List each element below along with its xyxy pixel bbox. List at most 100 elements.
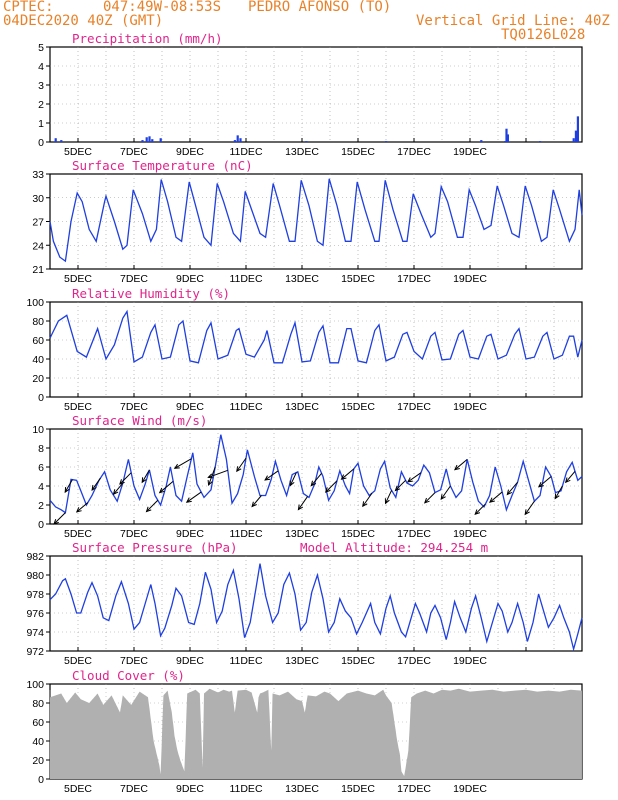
cloud-ytick-label: 80	[32, 698, 44, 710]
precip-panel: 0 1 2 3 4 5 5DEC 7DEC 9DEC 11DEC 13DEC 15DEC 17DEC 19…	[38, 31, 583, 158]
wind-arrow-head	[207, 480, 213, 487]
temp-title: Surface Temperature (nC)	[72, 158, 253, 173]
temp-xtick-label: 7DEC	[120, 273, 148, 285]
temp-series-line	[49, 178, 583, 263]
temp-panel: 21 24 27 30 33 5DEC 7DEC 9DEC 11DEC 13DEC 15DEC 17D…	[32, 158, 583, 285]
temp-xtick-label: 5DEC	[64, 273, 92, 285]
wind-xtick-label: 7DEC	[120, 528, 148, 540]
wind-arrow	[489, 491, 503, 503]
precip-ytick-label: 0	[38, 137, 44, 149]
wind-arrow-head	[64, 487, 70, 494]
cloud-xtick-label: 17DEC	[397, 783, 431, 795]
temp-ytick-label: 30	[32, 193, 44, 205]
wind-arrow	[454, 459, 468, 471]
pressure-xtick-label: 19DEC	[453, 655, 487, 667]
pressure-ytick-label: 980	[26, 570, 44, 582]
wind-arrow-head	[324, 487, 331, 493]
wind-arrow	[289, 472, 297, 486]
wind-arrow	[385, 490, 393, 504]
pressure-xtick-label: 11DEC	[229, 655, 262, 667]
rh-xtick-label: 5DEC	[64, 401, 92, 413]
pressure-ytick-label: 972	[26, 646, 44, 658]
wind-ytick-label: 0	[38, 519, 44, 531]
wind-arrow	[341, 468, 355, 480]
wind-arrow-head	[423, 497, 430, 504]
wind-arrow	[440, 485, 451, 500]
pressure-xtick-label: 9DEC	[176, 655, 204, 667]
wind-xtick-label: 9DEC	[176, 528, 204, 540]
wind-title: Surface Wind (m/s)	[72, 413, 207, 428]
pressure-panel: 972 974 976 978 980 982 5DEC 7DEC 9DEC 11DEC 13DEC…	[26, 540, 583, 667]
pressure-xtick-label: 5DEC	[64, 655, 92, 667]
rh-ytick-label: 60	[32, 335, 44, 347]
wind-arrow	[91, 477, 101, 491]
precip-bar	[236, 135, 239, 142]
precip-bar	[148, 136, 151, 142]
cloud-xtick-label: 11DEC	[229, 783, 262, 795]
wind-xtick-label: 5DEC	[64, 528, 92, 540]
precip-xtick-label: 5DEC	[64, 146, 92, 158]
cloud-ytick-label: 100	[26, 679, 44, 691]
wind-arrow	[113, 482, 124, 495]
precip-ytick-label: 4	[38, 61, 44, 73]
rh-xtick-label: 19DEC	[453, 401, 487, 413]
wind-xtick-label: 13DEC	[285, 528, 319, 540]
wind-arrow-head	[362, 501, 368, 508]
pressure-frame	[49, 555, 583, 652]
wind-xtick-label: 15DEC	[341, 528, 375, 540]
wind-arrow	[325, 480, 338, 493]
precip-xtick-label: 9DEC	[176, 146, 204, 158]
wind-arrow-head	[406, 477, 413, 483]
cloud-ytick-label: 20	[32, 755, 44, 767]
rh-ytick-label: 100	[26, 297, 44, 309]
wind-arrow-head	[251, 501, 257, 508]
pressure-note: Model Altitude: 294.254 m	[300, 540, 488, 555]
wind-arrow	[538, 476, 552, 488]
rh-ytick-label: 0	[38, 392, 44, 404]
rh-xtick-label: 17DEC	[397, 401, 431, 413]
wind-xtick-label: 19DEC	[453, 528, 487, 540]
precip-xtick-label: 13DEC	[285, 146, 319, 158]
cloud-ytick-label: 40	[32, 736, 44, 748]
precip-ytick-label: 5	[38, 42, 44, 54]
wind-arrow-head	[91, 484, 97, 491]
wind-arrow	[395, 479, 406, 491]
temp-xtick-label: 13DEC	[285, 273, 319, 285]
cloud-panel: 0 20 40 60 80 100 5DEC 7DEC 9DEC 11DEC 13DEC 15DEC 1…	[26, 668, 583, 795]
precip-bar	[539, 141, 542, 142]
pressure-ytick-label: 976	[26, 608, 44, 620]
precip-bar	[480, 140, 483, 142]
wind-arrow	[64, 479, 73, 493]
wind-arrow	[236, 457, 247, 472]
wind-arrow-head	[53, 519, 59, 525]
wind-ytick-label: 2	[38, 500, 44, 512]
pressure-ytick-label: 978	[26, 589, 44, 601]
precip-frame	[49, 46, 583, 143]
wind-arrow-head	[474, 509, 481, 516]
wind-arrow-head	[145, 506, 152, 513]
header-coords: 047:49W-08:53S	[103, 0, 222, 15]
rh-title: Relative Humidity (%)	[72, 286, 230, 301]
wind-xtick-label: 17DEC	[397, 528, 431, 540]
rh-xtick-label: 15DEC	[341, 401, 375, 413]
header-grid-note: Vertical Grid Line: 40Z	[416, 13, 610, 29]
wind-arrow	[251, 495, 262, 507]
precip-xtick-label: 19DEC	[453, 146, 487, 158]
cloud-xtick-label: 19DEC	[453, 783, 487, 795]
precip-bar	[233, 140, 236, 142]
wind-arrow-head	[454, 464, 460, 471]
wind-arrow-head	[538, 481, 544, 488]
cloud-xtick-label: 7DEC	[120, 783, 148, 795]
wind-arrow	[146, 499, 159, 512]
wind-arrow-head	[384, 498, 390, 505]
wind-arrow	[565, 470, 576, 483]
precip-bar	[60, 140, 63, 142]
precip-xtick-label: 7DEC	[120, 146, 148, 158]
pressure-title: Surface Pressure (hPa)	[72, 540, 238, 555]
wind-arrow-head	[185, 497, 192, 503]
wind-series-line	[49, 434, 583, 514]
rh-xtick-label: 7DEC	[120, 401, 148, 413]
precip-bar	[574, 130, 578, 142]
wind-ytick-label: 4	[38, 481, 44, 493]
